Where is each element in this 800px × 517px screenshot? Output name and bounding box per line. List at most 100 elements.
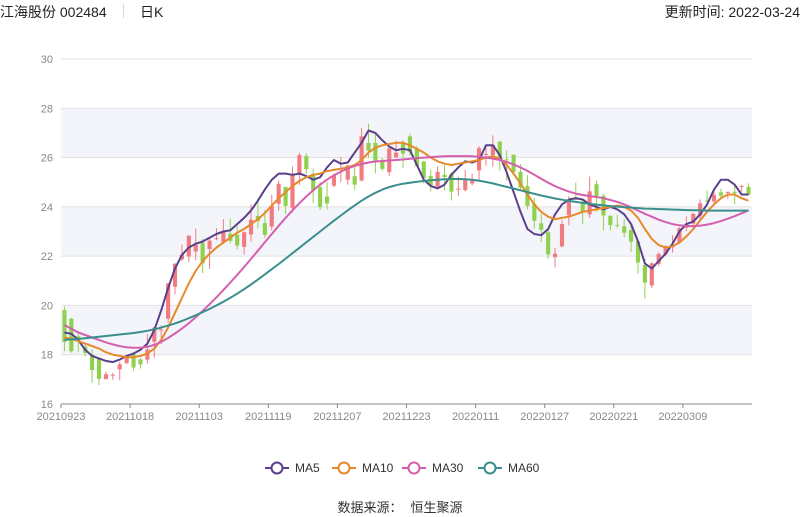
candle: [746, 183, 751, 196]
candle-body: [117, 364, 122, 370]
candle: [711, 189, 717, 205]
data-source: 数据来源： 恒生聚源: [0, 497, 800, 516]
candle: [677, 227, 682, 244]
candle-body: [138, 359, 143, 365]
candle-body: [608, 215, 613, 226]
y-tick-label: 18: [41, 350, 53, 362]
candle-body: [394, 152, 399, 158]
candle-body: [504, 159, 509, 161]
y-tick-label: 22: [41, 251, 53, 263]
candle-body: [242, 232, 247, 247]
candle-body: [248, 219, 254, 235]
period-label[interactable]: 日K: [140, 4, 164, 20]
candle-body: [566, 200, 571, 216]
candle-body: [732, 191, 737, 194]
candle-body: [324, 196, 330, 204]
candle-body: [511, 154, 516, 172]
x-tick-label: 20211223: [382, 411, 430, 423]
legend-marker-icon: [407, 461, 421, 475]
moving-average-lines: [64, 129, 749, 364]
x-tick-label: 20210923: [37, 411, 86, 423]
candle-body: [110, 374, 115, 376]
candle-body: [635, 241, 641, 263]
candle-body: [622, 226, 627, 233]
candle: [546, 229, 551, 259]
candle-body: [186, 235, 191, 257]
candle: [200, 238, 205, 273]
legend-item-ma60[interactable]: MA60: [478, 461, 540, 475]
candle: [304, 153, 309, 174]
legend-item-ma10[interactable]: MA10: [332, 461, 394, 475]
candle-body: [629, 230, 634, 242]
plot-background: [61, 108, 752, 355]
source-value: 恒生聚源: [410, 500, 463, 515]
candle: [622, 218, 627, 238]
ma-line-ma5: [64, 129, 749, 364]
candle-body: [269, 205, 274, 227]
chart-legend[interactable]: MA5 MA10 MA30 MA60: [265, 461, 540, 475]
candle: [235, 226, 240, 250]
candle: [476, 145, 482, 181]
candle-body: [594, 184, 599, 197]
candle: [297, 152, 302, 186]
candle: [642, 258, 647, 299]
candle-body: [739, 185, 744, 187]
y-tick-label: 30: [41, 54, 53, 66]
candle-body: [290, 173, 295, 208]
candle: [442, 164, 447, 191]
candle: [656, 252, 661, 266]
candle: [276, 180, 281, 211]
header-divider: [123, 4, 124, 18]
candle-body: [318, 187, 323, 208]
candle: [552, 248, 558, 268]
candle-body: [283, 186, 288, 206]
y-tick-label: 16: [41, 399, 53, 411]
candle: [324, 182, 330, 210]
candle: [649, 262, 654, 289]
candle: [483, 147, 489, 166]
candle: [373, 132, 378, 174]
candle-body: [352, 176, 357, 185]
candle: [359, 127, 364, 182]
candle-body: [200, 242, 205, 264]
candle-body: [691, 213, 696, 224]
candle: [290, 166, 295, 213]
candle: [615, 214, 620, 229]
legend-label: MA5: [295, 461, 320, 475]
legend-marker-icon: [483, 461, 497, 475]
candle-body: [152, 327, 157, 342]
candle-body: [380, 159, 385, 169]
legend-label: MA10: [362, 461, 394, 475]
candle: [110, 372, 115, 380]
y-tick-label: 24: [41, 202, 53, 214]
candle: [145, 334, 150, 364]
candle-body: [207, 240, 212, 249]
candle: [559, 220, 565, 248]
x-tick-label: 20220111: [452, 411, 499, 423]
x-tick-label: 20211018: [106, 411, 154, 423]
candle-body: [373, 143, 378, 161]
legend-item-ma30[interactable]: MA30: [402, 461, 464, 475]
update-time-label: 更新时间:: [664, 4, 729, 20]
candle: [103, 371, 108, 380]
x-axis: 20210923 20211018 20211103 20211119 20211207…: [37, 403, 752, 423]
candle-body: [331, 175, 337, 186]
candle: [269, 194, 274, 231]
candle-body: [193, 244, 198, 252]
y-tick-label: 28: [41, 103, 53, 115]
candle-body: [718, 192, 723, 196]
legend-item-ma5[interactable]: MA5: [265, 461, 320, 475]
candle-body: [649, 263, 654, 286]
candle: [318, 181, 323, 211]
x-tick-label: 20211207: [313, 411, 361, 423]
candle-body: [725, 191, 730, 193]
candle-body: [421, 161, 426, 179]
candle-body: [449, 173, 454, 192]
candle-body: [166, 283, 171, 319]
candle-body: [587, 191, 592, 215]
candle-body: [615, 224, 620, 226]
candle: [117, 361, 122, 381]
candle-body: [442, 174, 447, 178]
candle-body: [552, 253, 558, 258]
